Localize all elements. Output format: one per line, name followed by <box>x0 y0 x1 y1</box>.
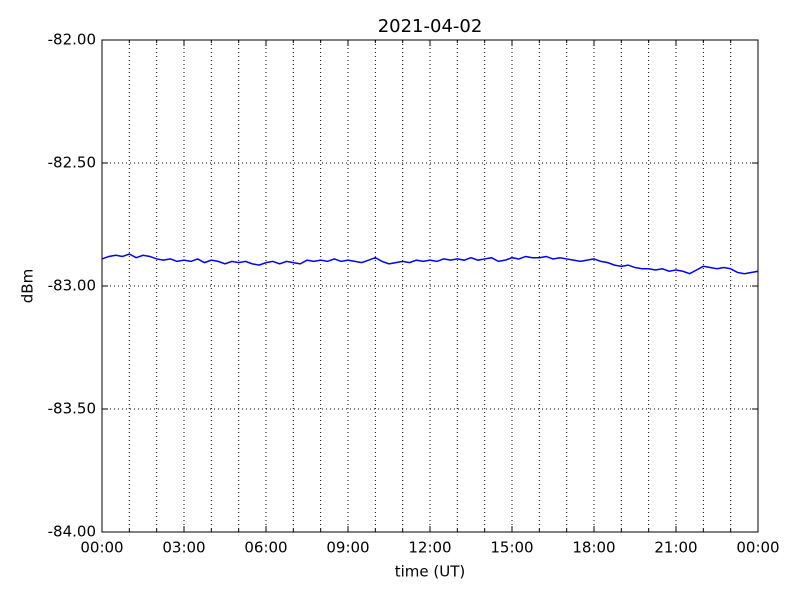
plot-frame <box>101 39 759 533</box>
y-tick-label: -83.50 <box>48 400 96 418</box>
y-axis-label: dBm <box>19 269 37 303</box>
x-tick-label: 15:00 <box>490 539 533 557</box>
x-tick-label: 12:00 <box>408 539 451 557</box>
x-tick-label: 00:00 <box>736 539 779 557</box>
x-tick-label: 06:00 <box>244 539 287 557</box>
x-tick-label: 21:00 <box>654 539 697 557</box>
chart-title: 2021-04-02 <box>378 16 483 37</box>
x-tick-label: 03:00 <box>162 539 205 557</box>
y-tick-label: -82.00 <box>48 31 96 49</box>
y-tick-label: -84.00 <box>48 523 96 541</box>
x-tick-label: 18:00 <box>572 539 615 557</box>
x-tick-label: 00:00 <box>80 539 123 557</box>
x-axis-label: time (UT) <box>395 563 466 581</box>
y-tick-label: -82.50 <box>48 154 96 172</box>
data-line <box>101 253 759 275</box>
y-tick-label: -83.00 <box>48 277 96 295</box>
x-tick-label: 09:00 <box>326 539 369 557</box>
